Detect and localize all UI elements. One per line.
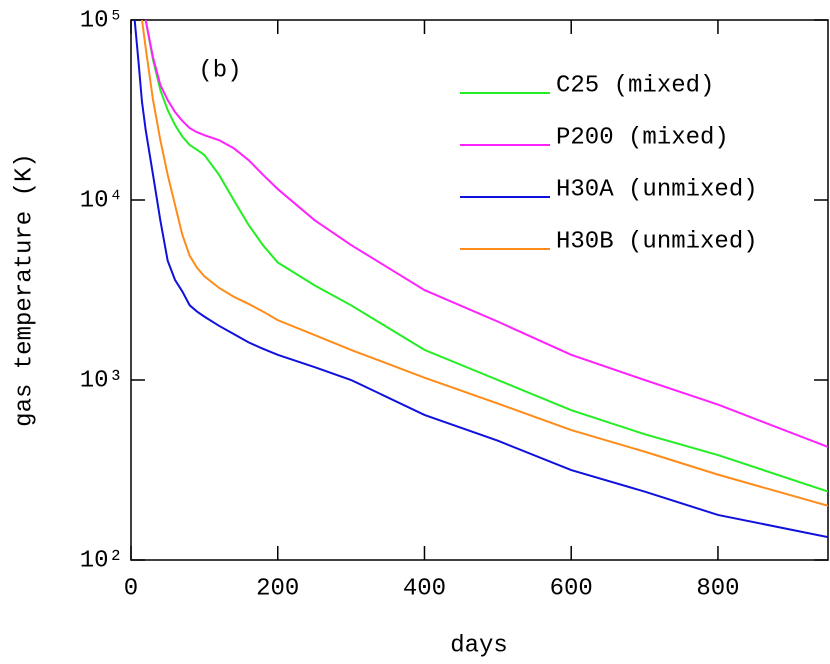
plot-frame <box>130 19 829 561</box>
line <box>141 20 828 507</box>
x-tick-label: 200 <box>256 575 299 602</box>
y-tick-label: 10⁵ <box>80 7 123 34</box>
x-tick-label: 800 <box>696 575 739 602</box>
legend-label: C25 (mixed) <box>556 72 714 99</box>
y-tick-label: 10² <box>80 547 123 574</box>
line <box>144 20 828 493</box>
x-tick-label: 600 <box>550 575 593 602</box>
x-tick-label: 400 <box>403 575 446 602</box>
line <box>144 20 828 448</box>
line <box>133 20 828 539</box>
legend-label: P200 (mixed) <box>556 124 729 151</box>
annotation: (b) <box>198 57 241 84</box>
legend-label: H30B (unmixed) <box>556 228 758 255</box>
x-tick-label: 0 <box>124 575 138 602</box>
x-axis-label: days <box>450 632 508 659</box>
legend-label: H30A (unmixed) <box>556 176 758 203</box>
y-tick-label: 10³ <box>80 367 123 394</box>
y-tick-label: 10⁴ <box>80 187 123 214</box>
y-axis-label: gas temperature (K) <box>11 153 38 427</box>
